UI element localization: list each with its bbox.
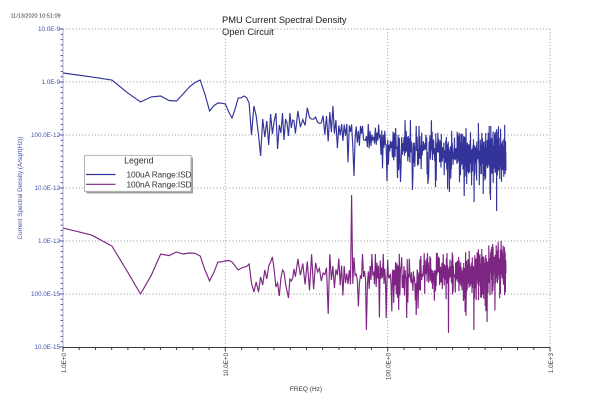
svg-text:10.0E-15: 10.0E-15	[34, 344, 60, 351]
svg-text:Current Spectral Density (A/sq: Current Spectral Density (A/sqrt(Hz))	[17, 137, 24, 240]
svg-text:Open Circuit: Open Circuit	[222, 27, 274, 37]
svg-text:100.0E-12: 100.0E-12	[31, 132, 61, 139]
svg-text:100nA Range:ISD: 100nA Range:ISD	[127, 180, 192, 190]
svg-text:1.0E+3: 1.0E+3	[548, 353, 555, 374]
svg-text:Legend: Legend	[124, 156, 153, 166]
svg-text:100.0E-15: 100.0E-15	[31, 291, 61, 298]
svg-text:100uA Range:ISD: 100uA Range:ISD	[127, 169, 192, 179]
svg-text:100.0E+0: 100.0E+0	[386, 353, 393, 381]
svg-text:1.0E+0: 1.0E+0	[61, 353, 68, 374]
svg-text:1.0E-9: 1.0E-9	[41, 79, 60, 86]
svg-text:10.0E+0: 10.0E+0	[223, 353, 230, 377]
svg-text:PMU Current Spectral Density: PMU Current Spectral Density	[222, 15, 347, 25]
svg-text:10.0E-12: 10.0E-12	[34, 185, 60, 192]
svg-text:1.0E-12: 1.0E-12	[38, 238, 61, 245]
svg-text:10.0E-9: 10.0E-9	[38, 26, 61, 33]
svg-text:FREQ (Hz): FREQ (Hz)	[290, 386, 322, 393]
svg-text:11/13/2020 10:51:09: 11/13/2020 10:51:09	[11, 14, 61, 20]
